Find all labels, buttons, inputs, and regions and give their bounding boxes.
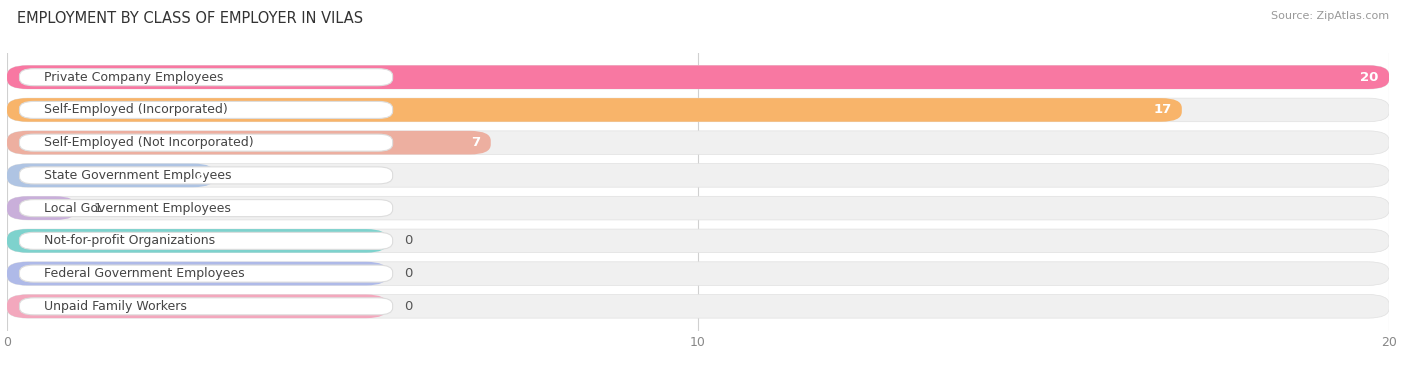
- Text: State Government Employees: State Government Employees: [44, 169, 231, 182]
- Text: 20: 20: [1361, 71, 1379, 84]
- FancyBboxPatch shape: [7, 131, 1389, 155]
- FancyBboxPatch shape: [20, 134, 392, 151]
- FancyBboxPatch shape: [20, 69, 392, 86]
- FancyBboxPatch shape: [7, 294, 387, 318]
- Text: Local Government Employees: Local Government Employees: [44, 202, 231, 215]
- FancyBboxPatch shape: [7, 98, 1389, 122]
- FancyBboxPatch shape: [7, 196, 1389, 220]
- FancyBboxPatch shape: [7, 131, 491, 155]
- Text: 17: 17: [1153, 103, 1171, 117]
- Text: Federal Government Employees: Federal Government Employees: [44, 267, 245, 280]
- FancyBboxPatch shape: [7, 65, 1389, 89]
- Text: 7: 7: [471, 136, 481, 149]
- Text: 0: 0: [405, 234, 413, 247]
- FancyBboxPatch shape: [7, 65, 1389, 89]
- Text: Private Company Employees: Private Company Employees: [44, 71, 224, 84]
- FancyBboxPatch shape: [20, 167, 392, 184]
- FancyBboxPatch shape: [7, 164, 1389, 187]
- Text: Self-Employed (Incorporated): Self-Employed (Incorporated): [44, 103, 228, 117]
- FancyBboxPatch shape: [20, 200, 392, 217]
- Text: 0: 0: [405, 267, 413, 280]
- FancyBboxPatch shape: [20, 298, 392, 315]
- Text: Unpaid Family Workers: Unpaid Family Workers: [44, 300, 187, 313]
- FancyBboxPatch shape: [20, 102, 392, 118]
- FancyBboxPatch shape: [7, 98, 1182, 122]
- FancyBboxPatch shape: [7, 196, 76, 220]
- FancyBboxPatch shape: [7, 294, 1389, 318]
- FancyBboxPatch shape: [20, 232, 392, 249]
- Text: Source: ZipAtlas.com: Source: ZipAtlas.com: [1271, 11, 1389, 21]
- FancyBboxPatch shape: [7, 262, 1389, 285]
- Text: Not-for-profit Organizations: Not-for-profit Organizations: [44, 234, 215, 247]
- FancyBboxPatch shape: [7, 229, 387, 253]
- Text: 3: 3: [194, 169, 204, 182]
- FancyBboxPatch shape: [7, 164, 214, 187]
- Text: Self-Employed (Not Incorporated): Self-Employed (Not Incorporated): [44, 136, 253, 149]
- Text: 0: 0: [405, 300, 413, 313]
- Text: 1: 1: [93, 202, 101, 215]
- Text: EMPLOYMENT BY CLASS OF EMPLOYER IN VILAS: EMPLOYMENT BY CLASS OF EMPLOYER IN VILAS: [17, 11, 363, 26]
- FancyBboxPatch shape: [20, 265, 392, 282]
- FancyBboxPatch shape: [7, 262, 387, 285]
- FancyBboxPatch shape: [7, 229, 1389, 253]
